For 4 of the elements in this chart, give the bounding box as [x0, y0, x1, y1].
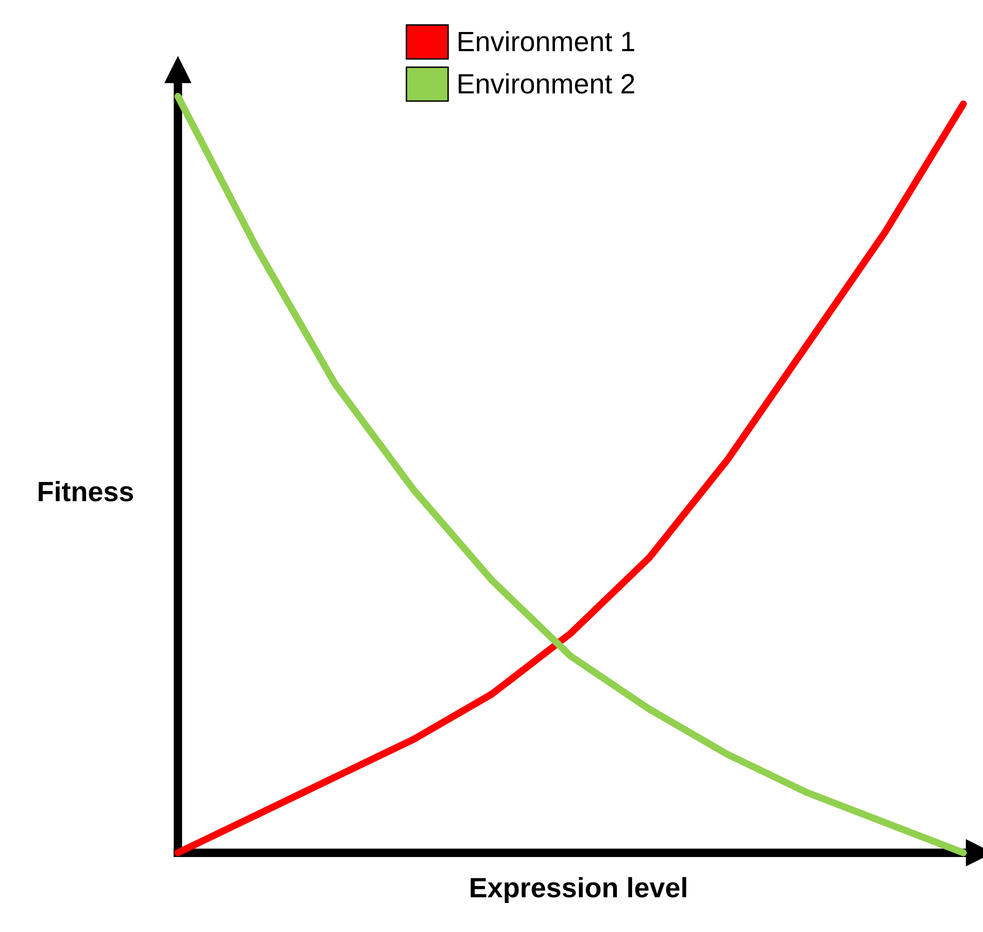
y-axis-title: Fitness	[38, 481, 134, 502]
x-axis-title: Expression level	[470, 877, 686, 903]
legend-label: Environment 1	[458, 30, 634, 52]
legend-label: Environment 2	[458, 73, 634, 94]
